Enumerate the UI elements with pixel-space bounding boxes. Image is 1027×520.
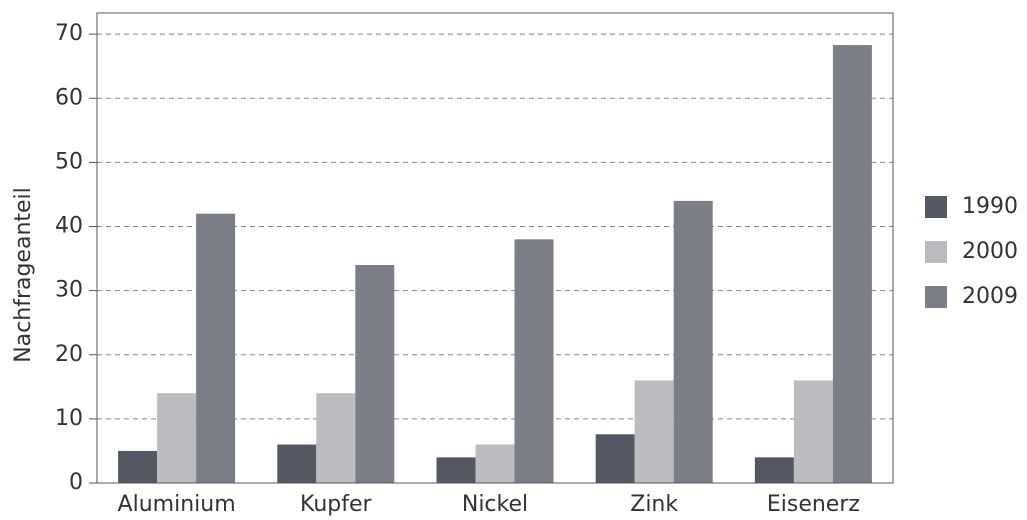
legend-label: 1990 — [962, 194, 1018, 219]
x-tick-label: Aluminium — [118, 492, 236, 517]
y-tick-label: 50 — [55, 149, 83, 174]
bar — [316, 393, 356, 483]
x-tick-label: Zink — [630, 492, 678, 517]
legend-label: 2009 — [962, 284, 1018, 309]
bar — [595, 434, 635, 483]
bar — [475, 444, 515, 483]
y-axis-label: Nachfrageanteil — [11, 187, 36, 363]
y-tick-label: 40 — [55, 214, 83, 239]
legend-swatch — [925, 286, 947, 308]
y-tick-label: 70 — [55, 21, 83, 46]
bar — [634, 380, 674, 483]
x-tick-label: Eisenerz — [767, 492, 860, 517]
bar — [118, 450, 158, 483]
bar — [832, 45, 872, 483]
bar — [673, 200, 713, 483]
plot-frame — [96, 12, 894, 484]
y-tick-label: 60 — [55, 85, 83, 110]
y-tick-label: 20 — [55, 342, 83, 367]
x-tick-label: Nickel — [462, 492, 528, 517]
bar — [436, 457, 476, 483]
x-tick-label: Kupfer — [300, 492, 373, 517]
y-tick-label: 10 — [55, 406, 83, 431]
legend-swatch — [925, 196, 947, 218]
y-tick-label: 30 — [55, 278, 83, 303]
legend-label: 2000 — [962, 239, 1018, 264]
legend-swatch — [925, 241, 947, 263]
bar — [514, 239, 554, 483]
bar — [355, 264, 395, 483]
bar — [277, 444, 317, 483]
y-tick-label: 0 — [69, 470, 83, 495]
bar — [754, 457, 794, 483]
bar — [793, 380, 833, 483]
bar — [157, 393, 197, 483]
bar — [196, 213, 236, 483]
